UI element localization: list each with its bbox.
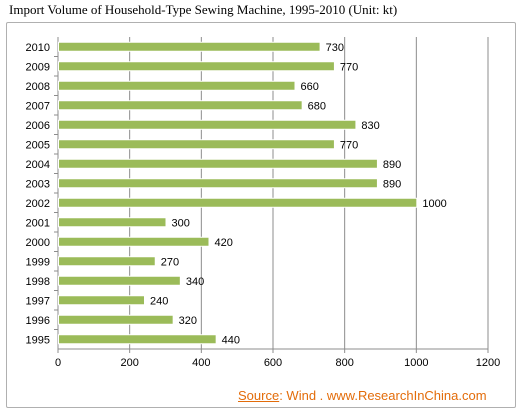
category-label-1995: 1995	[26, 334, 50, 346]
bar-2001	[58, 217, 167, 228]
category-label-1999: 1999	[26, 256, 50, 268]
category-label-1997: 1997	[26, 295, 50, 307]
bar-2003	[58, 178, 378, 189]
data-labels: 7307706606808307708908901000300420270340…	[150, 42, 447, 347]
bar-2005	[58, 139, 335, 150]
data-label-2010: 730	[326, 42, 344, 54]
bar-2009	[58, 61, 335, 72]
category-label-2009: 2009	[26, 61, 50, 73]
category-label-2004: 2004	[26, 159, 50, 171]
data-label-1996: 320	[179, 315, 197, 327]
data-label-2007: 680	[308, 100, 326, 112]
category-label-2001: 2001	[26, 217, 50, 229]
data-label-2001: 300	[172, 217, 190, 229]
category-label-2006: 2006	[26, 120, 50, 132]
category-label-2003: 2003	[26, 178, 50, 190]
bar-2006	[58, 119, 357, 130]
data-label-2000: 420	[215, 237, 233, 249]
source-note: Source: Wind . www.ResearchInChina.com	[238, 388, 487, 403]
chart-title: Import Volume of Household-Type Sewing M…	[9, 2, 398, 17]
x-tick-label: 400	[192, 357, 210, 369]
data-label-2005: 770	[340, 139, 358, 151]
data-label-2003: 890	[383, 178, 401, 190]
bar-1998	[58, 275, 181, 286]
category-label-1998: 1998	[26, 276, 50, 288]
data-label-1997: 240	[150, 295, 168, 307]
data-label-1998: 340	[186, 276, 204, 288]
category-label-1996: 1996	[26, 315, 50, 327]
bar-2002	[58, 197, 418, 208]
category-label-2000: 2000	[26, 237, 50, 249]
bar-2004	[58, 158, 378, 169]
category-label-2005: 2005	[26, 139, 50, 151]
data-label-2004: 890	[383, 159, 401, 171]
bar-1999	[58, 256, 156, 267]
chart-frame	[6, 22, 516, 408]
data-label-2006: 830	[361, 120, 379, 132]
bar-2007	[58, 100, 303, 111]
data-label-2009: 770	[340, 61, 358, 73]
x-tick-label: 0	[55, 357, 61, 369]
data-label-1999: 270	[161, 256, 179, 268]
bar-2010	[58, 41, 321, 52]
x-tick-label: 200	[120, 357, 138, 369]
x-tick-label: 800	[335, 357, 353, 369]
bar-1995	[58, 334, 217, 345]
data-label-2002: 1000	[422, 198, 446, 210]
category-labels: 2010 2009 2008 2007 2006 2005 2004 2003 2002 2001…	[26, 42, 50, 347]
data-label-2008: 660	[301, 81, 319, 93]
category-label-2008: 2008	[26, 81, 50, 93]
x-tick-labels: 0 200 400 600 800 1000 1200	[55, 357, 500, 369]
source-text: : Wind . www.ResearchInChina.com	[279, 388, 487, 403]
data-label-1995: 440	[222, 334, 240, 346]
x-tick-label: 600	[264, 357, 282, 369]
x-tick-label: 1000	[404, 357, 428, 369]
category-label-2007: 2007	[26, 100, 50, 112]
bar-1996	[58, 314, 174, 325]
category-label-2002: 2002	[26, 198, 50, 210]
bar-1997	[58, 295, 145, 306]
source-label: Source	[238, 388, 280, 403]
category-label-2010: 2010	[26, 42, 50, 54]
bar-2008	[58, 80, 296, 91]
bars	[58, 41, 418, 345]
x-tick-label: 1200	[476, 357, 500, 369]
bar-2000	[58, 236, 210, 247]
